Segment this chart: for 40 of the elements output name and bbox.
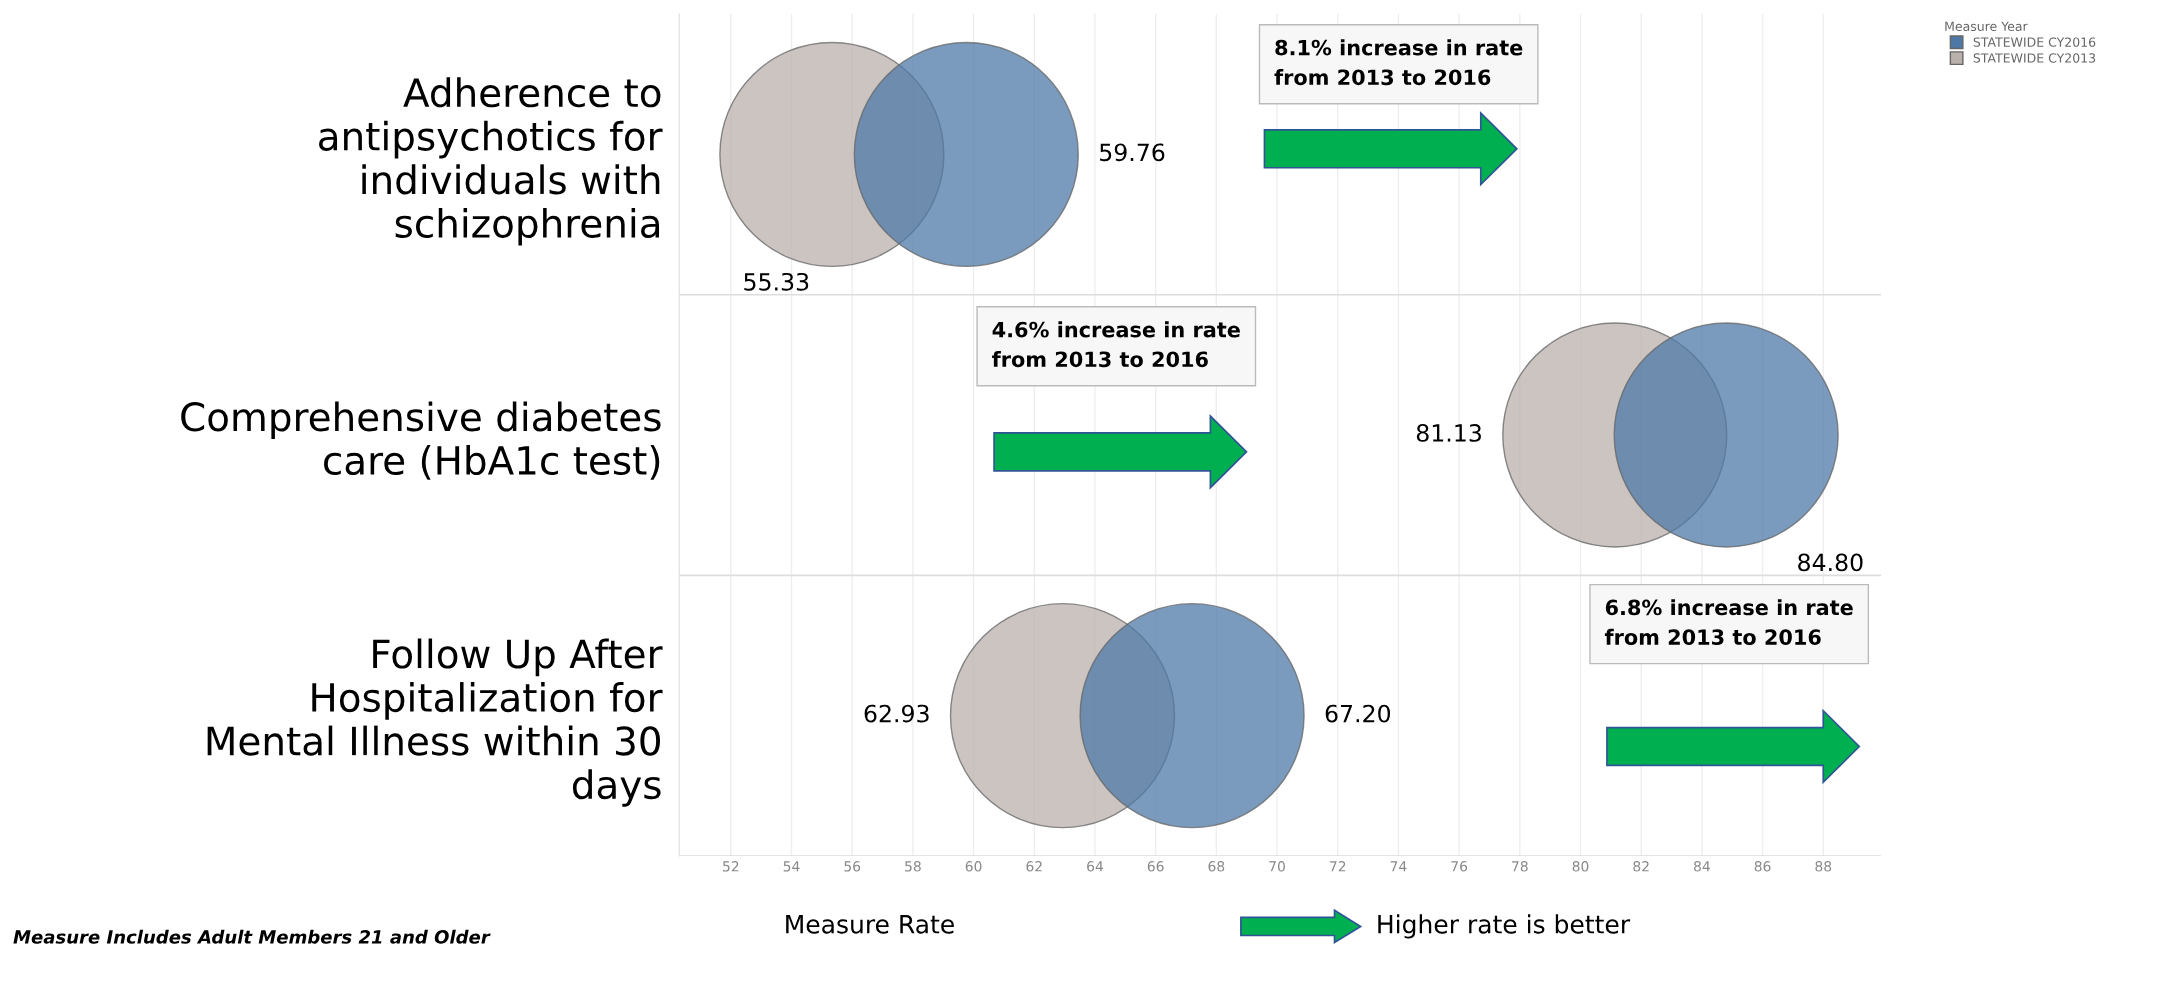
y-tick-label: Follow Up After Hospitalization for Mental Illness within 30 days: [207, 638, 663, 807]
data-label: 62.93: [864, 704, 929, 723]
x-tick-label: 54: [783, 861, 800, 872]
x-tick-label: 72: [1330, 861, 1346, 872]
x-tick-label: 56: [844, 861, 861, 872]
x-tick-label: 70: [1269, 861, 1285, 872]
point: [1079, 602, 1305, 829]
data-label: 55.33: [744, 272, 809, 291]
legend-label: STATEWIDE CY2016: [1973, 37, 2096, 47]
annotation: 8.1% increase in rate from 2013 to 2016: [1274, 39, 1523, 86]
x-tick-label: 74: [1390, 861, 1407, 872]
y-tick-label: Adherence to antipsychotics for individuals with schizophrenia: [319, 77, 663, 246]
data-label: 84.80: [1798, 553, 1863, 572]
x-tick-label: 52: [723, 861, 739, 872]
legend-label: STATEWIDE CY2013: [1973, 53, 2096, 63]
x-axis-title: Measure Rate: [786, 915, 954, 934]
y-tick-label: Comprehensive diabetes care (HbA1c test): [181, 401, 661, 480]
data-label: 67.20: [1325, 704, 1391, 723]
x-tick-label: 84: [1693, 861, 1710, 872]
data-label: 81.13: [1416, 424, 1481, 442]
x-tick-label: 64: [1087, 861, 1104, 872]
x-tick-label: 86: [1754, 861, 1771, 872]
x-tick-label: 58: [905, 861, 921, 872]
x-tick-label: 80: [1572, 861, 1589, 872]
x-tick-label: 66: [1147, 861, 1164, 872]
text: Higher rate is better: [1378, 914, 1631, 939]
legend-title: Measure Year: [1945, 21, 2028, 31]
x-tick-label: 88: [1815, 861, 1832, 872]
x-tick-label: 76: [1451, 861, 1468, 872]
data-label: 59.76: [1100, 143, 1165, 162]
annotation: 4.6% increase in rate from 2013 to 2016: [992, 321, 1240, 368]
x-tick-label: 82: [1633, 861, 1649, 872]
x-tick-label: 60: [965, 861, 982, 872]
text: Measure Includes Adult Members 21 and Older: [13, 929, 491, 944]
x-tick-label: 68: [1208, 861, 1225, 872]
point: [1613, 322, 1839, 548]
x-tick-label: 62: [1026, 861, 1042, 872]
x-tick-label: 78: [1512, 861, 1528, 872]
point: [853, 41, 1079, 268]
annotation: 6.8% increase in rate from 2013 to 2016: [1604, 599, 1853, 645]
